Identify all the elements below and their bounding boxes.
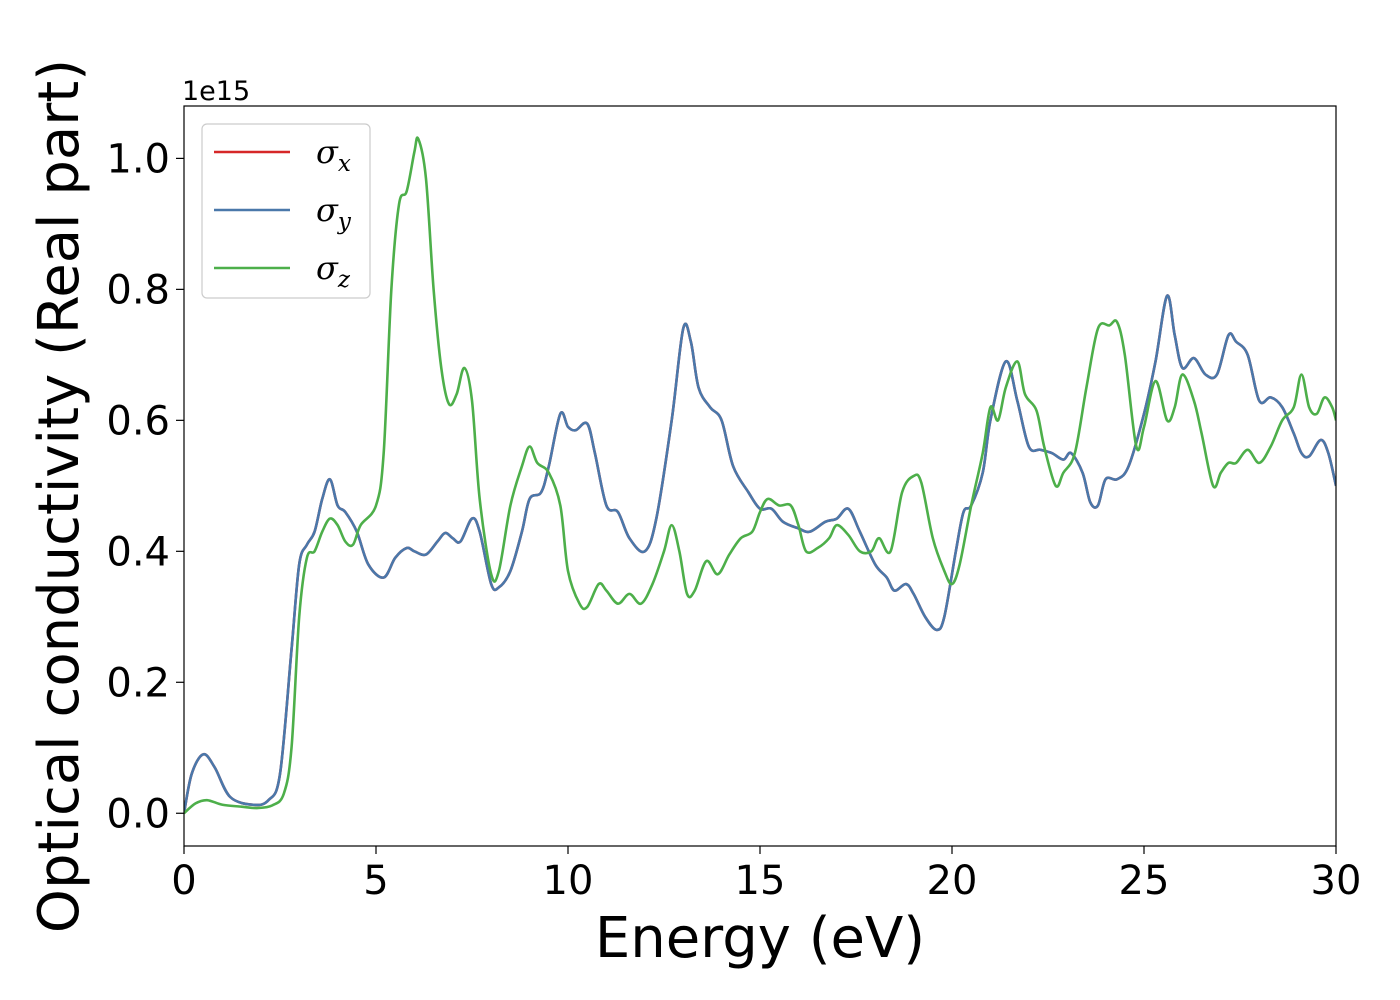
legend: σx σy σz [201, 123, 371, 299]
y-tick-label: 0.2 [106, 660, 170, 706]
series-line-sigma-y [184, 294, 1336, 814]
x-axis-title: Energy (eV) [595, 906, 925, 971]
legend-label: σz [316, 249, 351, 293]
y-tick-label: 0.8 [106, 267, 170, 313]
y-axis-title: Optical conductivity (Real part) [27, 59, 92, 933]
x-tick-label: 25 [1119, 858, 1170, 904]
x-tick-label: 30 [1311, 858, 1362, 904]
y-axis: 0.0 0.2 0.4 0.6 0.8 1.0 [106, 136, 184, 837]
legend-item-sigma-z: σz [214, 249, 351, 293]
x-tick-label: 15 [735, 858, 786, 904]
y-tick-label: 1.0 [106, 136, 170, 182]
x-tick-label: 0 [171, 858, 196, 904]
x-tick-label: 5 [363, 858, 388, 904]
x-tick-label: 20 [927, 858, 978, 904]
y-tick-label: 0.4 [106, 529, 170, 575]
legend-label: σy [316, 191, 352, 235]
x-axis: 0 5 10 15 20 25 30 [171, 846, 1361, 904]
y-tick-label: 0.6 [106, 398, 170, 444]
legend-item-sigma-y: σy [214, 191, 352, 235]
y-offset-label: 1e15 [182, 76, 250, 107]
series-line-sigma-z [184, 136, 1336, 815]
series-layer [184, 136, 1336, 815]
x-tick-label: 10 [543, 858, 594, 904]
legend-label: σx [316, 133, 351, 177]
y-tick-label: 0.0 [106, 791, 170, 837]
series-line-sigma-x [184, 294, 1336, 814]
legend-item-sigma-x: σx [214, 133, 351, 177]
